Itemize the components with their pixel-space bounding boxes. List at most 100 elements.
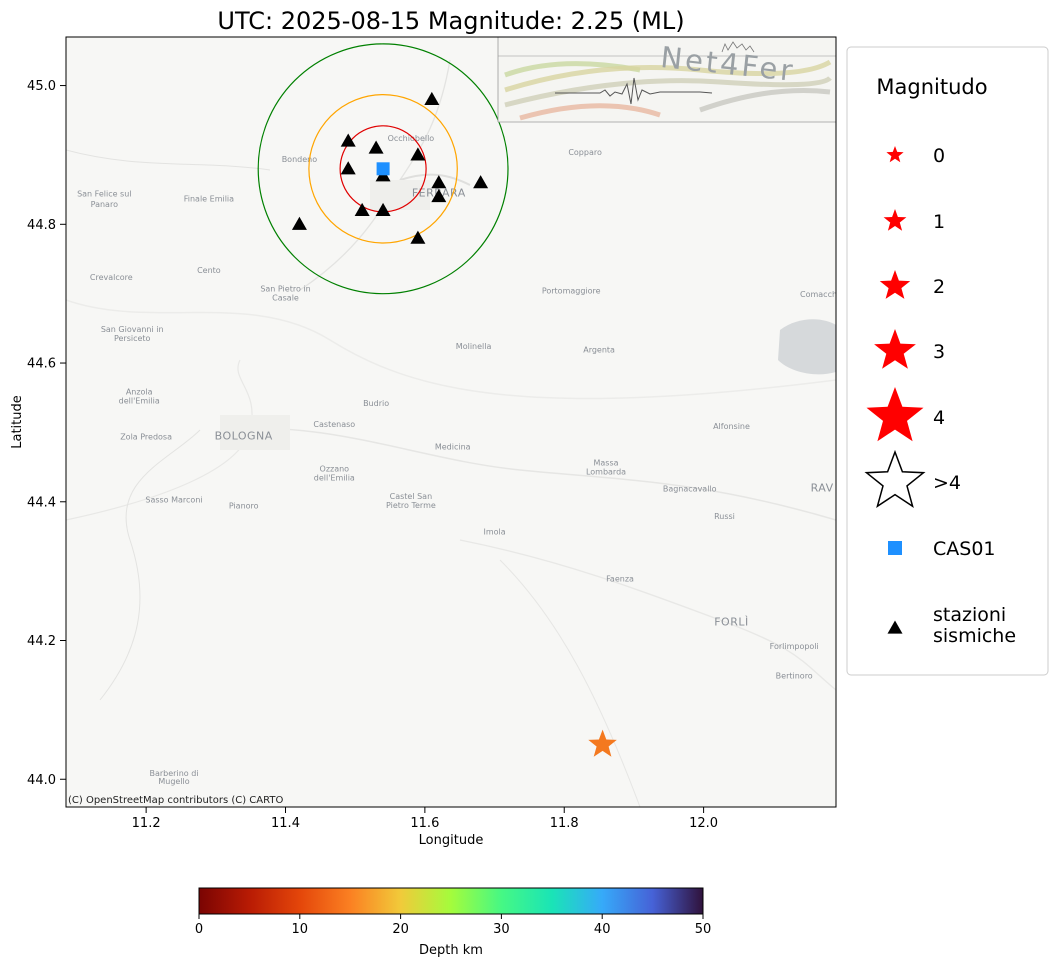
seismic-station-marker	[340, 161, 356, 175]
colorbar-tick-label: 30	[493, 922, 510, 937]
place-label: dell'Emilia	[119, 396, 160, 405]
x-tick-label: 11.8	[550, 816, 579, 831]
epicenter-star	[588, 729, 617, 757]
legend-star-marker	[874, 329, 916, 369]
place-labels: OcchiobelloBondenoCopparoFERRARASan Feli…	[77, 134, 844, 786]
place-label: Lombarda	[586, 468, 626, 477]
distance-circle	[308, 94, 458, 244]
colorbar-tick-label: 50	[695, 922, 712, 937]
place-label: Portomaggiore	[542, 287, 601, 296]
place-label: Bertinoro	[776, 672, 813, 681]
y-tick-label: 44.2	[27, 634, 56, 649]
x-tick-label: 11.4	[271, 816, 300, 831]
x-tick-label: 12.0	[689, 816, 718, 831]
place-label: BOLOGNA	[215, 429, 273, 442]
legend-title: Magnitudo	[876, 75, 987, 99]
place-label: FORLÌ	[714, 615, 749, 628]
map-river	[99, 429, 201, 701]
chart-title: UTC: 2025-08-15 Magnitude: 2.25 (ML)	[217, 7, 684, 35]
seismic-station-marker	[291, 216, 307, 230]
place-label: Massa	[593, 459, 618, 468]
x-tick-label: 11.6	[410, 816, 439, 831]
colorbar-tick-label: 10	[292, 922, 309, 937]
place-label: Casale	[272, 294, 299, 303]
map-road	[399, 173, 471, 186]
place-label: Castenaso	[313, 420, 355, 429]
reference-station-layer	[376, 162, 390, 176]
seismic-stations-layer	[291, 91, 489, 244]
place-label: Medicina	[435, 443, 471, 452]
distance-circle	[257, 43, 509, 295]
logo-seismogram	[555, 77, 713, 105]
colorbar-tick-label: 40	[594, 922, 611, 937]
place-label: Ozzano	[320, 464, 350, 473]
y-axis-ticks: 44.0 44.2 44.4 44.6 44.8 45.0	[27, 79, 66, 788]
seismic-station-marker	[410, 230, 426, 244]
logo-wave	[504, 75, 832, 108]
map-lagoon	[778, 319, 836, 375]
y-tick-label: 44.6	[27, 357, 56, 372]
event-layer	[588, 729, 617, 757]
place-label: Panaro	[91, 200, 118, 209]
y-tick-label: 45.0	[27, 79, 56, 94]
colorbar-tick-label: 20	[392, 922, 409, 937]
colorbar-gradient	[198, 887, 704, 915]
map-attribution: (C) OpenStreetMap contributors (C) CARTO	[68, 795, 283, 806]
legend-star-marker	[883, 209, 907, 231]
colorbar-label: Depth km	[419, 943, 483, 958]
legend-star-marker	[886, 146, 904, 163]
place-label: Comacchio	[800, 290, 844, 299]
basemap	[66, 37, 836, 807]
legend-label: stazioni	[933, 604, 1006, 626]
place-label: San Giovanni in	[101, 325, 164, 334]
legend-label: 3	[933, 341, 945, 363]
colorbar-ticks: 0 10 20 30 40 50	[195, 914, 711, 937]
place-label: Finale Emilia	[184, 194, 234, 203]
logo-wave	[504, 59, 832, 93]
y-axis-label: Latitude	[10, 395, 25, 449]
legend-star-marker	[864, 449, 926, 509]
y-tick-label: 44.4	[27, 495, 56, 510]
logo-seismogram	[721, 41, 755, 53]
place-label: Molinella	[456, 342, 492, 351]
logo-wave	[699, 88, 831, 113]
seismic-station-marker	[340, 133, 356, 147]
legend-label: sismiche	[933, 625, 1016, 647]
place-label: Imola	[484, 527, 506, 536]
map-road	[66, 299, 836, 400]
depth-colorbar: 0 10 20 30 40 50 Depth km	[195, 887, 711, 958]
distance-circles	[257, 43, 509, 295]
legend-label: 4	[933, 407, 945, 429]
place-label: Bondeno	[282, 155, 318, 164]
place-label: Faenza	[606, 575, 634, 584]
legend-label: CAS01	[933, 538, 996, 560]
place-label: Pietro Terme	[386, 501, 436, 510]
legend-star-marker	[879, 270, 911, 299]
colorbar-tick-label: 0	[195, 922, 203, 937]
legend-box	[846, 46, 1049, 676]
seismic-station-marker	[431, 175, 447, 189]
place-label: Russi	[714, 512, 735, 521]
place-label: Sasso Marconi	[145, 496, 202, 505]
place-label: Forlimpopoli	[770, 642, 819, 651]
seismic-station-marker	[368, 140, 384, 154]
place-label: dell'Emilia	[314, 473, 355, 482]
place-label: Anzola	[126, 387, 153, 396]
logo-wave	[519, 103, 661, 121]
place-label: Castel San	[390, 492, 433, 501]
place-label: Occhiobello	[388, 134, 435, 143]
x-axis-ticks: 11.2 11.4 11.6 11.8 12.0	[132, 807, 718, 831]
place-label: RAV	[811, 481, 834, 494]
seismic-station-marker	[424, 91, 440, 106]
place-label: San Felice sul	[77, 190, 131, 199]
place-label: Copparo	[568, 148, 602, 157]
map-river	[499, 559, 641, 807]
place-label: Mugello	[158, 777, 189, 786]
place-label: Cento	[197, 266, 221, 275]
y-tick-label: 44.8	[27, 218, 56, 233]
place-label: Bagnacavallo	[663, 484, 717, 493]
map-frame	[65, 36, 837, 808]
seismic-station-marker	[354, 202, 370, 217]
